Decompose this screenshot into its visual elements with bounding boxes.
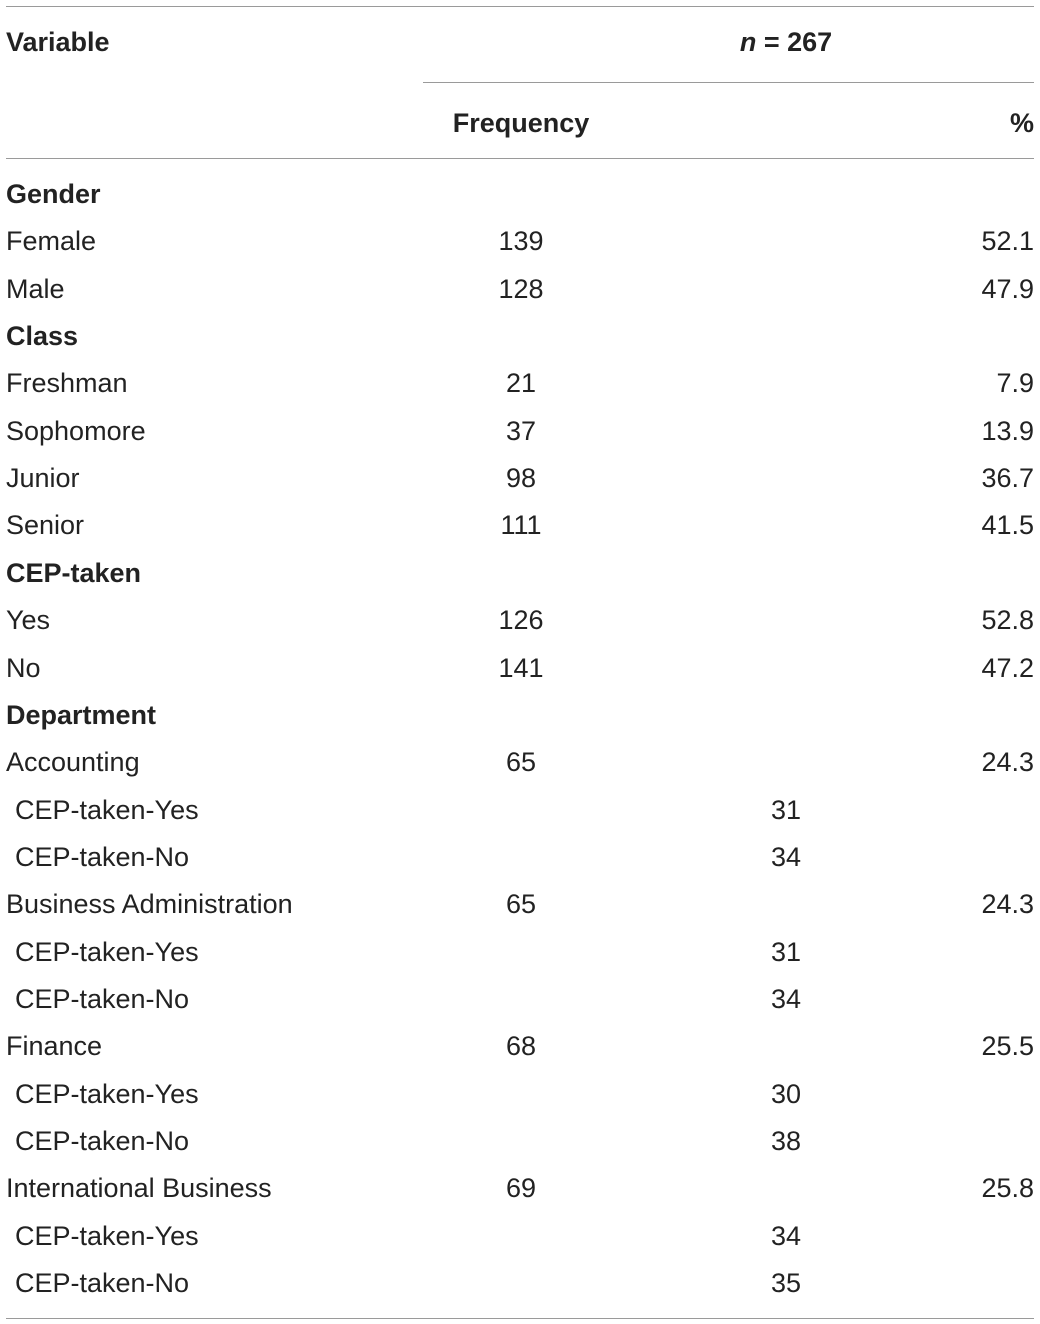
header-n-symbol: n <box>739 27 757 57</box>
header-sample-size: n = 267 <box>740 29 832 56</box>
table-bottom-rule <box>6 1318 1034 1319</box>
row-label: Female <box>6 226 97 256</box>
header-variable: Variable <box>6 27 110 57</box>
subrow-frequency: 31 <box>770 795 802 825</box>
subrow-label: CEP-taken-No <box>15 842 190 872</box>
row-percent: 36.7 <box>981 463 1034 493</box>
header-frequency: Frequency <box>452 108 590 138</box>
header-n-value: = 267 <box>756 27 833 57</box>
subrow-label: CEP-taken-No <box>15 1126 190 1156</box>
row-frequency: 111 <box>500 510 542 540</box>
row-label: Male <box>6 274 65 304</box>
row-label: Business Administration <box>6 889 293 919</box>
row-label: Sophomore <box>6 416 146 446</box>
row-label: Junior <box>6 463 80 493</box>
header-percent: % <box>1009 108 1034 138</box>
row-frequency: 21 <box>505 368 537 398</box>
row-frequency: 65 <box>505 747 537 777</box>
row-frequency: 98 <box>505 463 537 493</box>
subrow-label: CEP-taken-No <box>15 1268 190 1298</box>
section-heading: Department <box>6 700 157 730</box>
row-frequency: 128 <box>498 274 544 304</box>
row-label: International Business <box>6 1173 272 1203</box>
subrow-label: CEP-taken-Yes <box>15 1221 199 1251</box>
row-percent: 13.9 <box>981 416 1034 446</box>
row-frequency: 139 <box>498 226 544 256</box>
row-frequency: 68 <box>505 1031 537 1061</box>
subrow-label: CEP-taken-Yes <box>15 937 199 967</box>
row-label: Accounting <box>6 747 140 777</box>
row-percent: 25.8 <box>981 1173 1034 1203</box>
row-label: No <box>6 653 41 683</box>
row-label: Senior <box>6 510 85 540</box>
subrow-frequency: 34 <box>770 1221 802 1251</box>
subrow-frequency: 30 <box>770 1079 802 1109</box>
row-percent: 25.5 <box>981 1031 1034 1061</box>
row-label: Freshman <box>6 368 128 398</box>
row-percent: 47.9 <box>981 274 1034 304</box>
table-top-rule <box>6 6 1034 7</box>
subrow-label: CEP-taken-No <box>15 984 190 1014</box>
section-heading: Class <box>6 321 79 351</box>
row-percent: 24.3 <box>981 889 1034 919</box>
row-frequency: 141 <box>498 653 544 683</box>
row-frequency: 37 <box>505 416 537 446</box>
row-percent: 52.1 <box>981 226 1034 256</box>
subrow-frequency: 34 <box>770 984 802 1014</box>
row-label: Yes <box>6 605 51 635</box>
subrow-label: CEP-taken-Yes <box>15 795 199 825</box>
subrow-frequency: 38 <box>770 1126 802 1156</box>
row-frequency: 69 <box>505 1173 537 1203</box>
subrow-frequency: 31 <box>770 937 802 967</box>
row-percent: 24.3 <box>981 747 1034 777</box>
row-label: Finance <box>6 1031 103 1061</box>
header-bottom-rule <box>6 158 1034 159</box>
section-heading: Gender <box>6 179 101 209</box>
subrow-frequency: 35 <box>770 1268 802 1298</box>
row-percent: 41.5 <box>981 510 1034 540</box>
row-percent: 47.2 <box>981 653 1034 683</box>
row-percent: 7.9 <box>996 368 1034 398</box>
subrow-label: CEP-taken-Yes <box>15 1079 199 1109</box>
header-mid-rule <box>423 82 1034 83</box>
row-frequency: 65 <box>505 889 537 919</box>
row-percent: 52.8 <box>981 605 1034 635</box>
row-frequency: 126 <box>498 605 544 635</box>
section-heading: CEP-taken <box>6 558 142 588</box>
subrow-frequency: 34 <box>770 842 802 872</box>
